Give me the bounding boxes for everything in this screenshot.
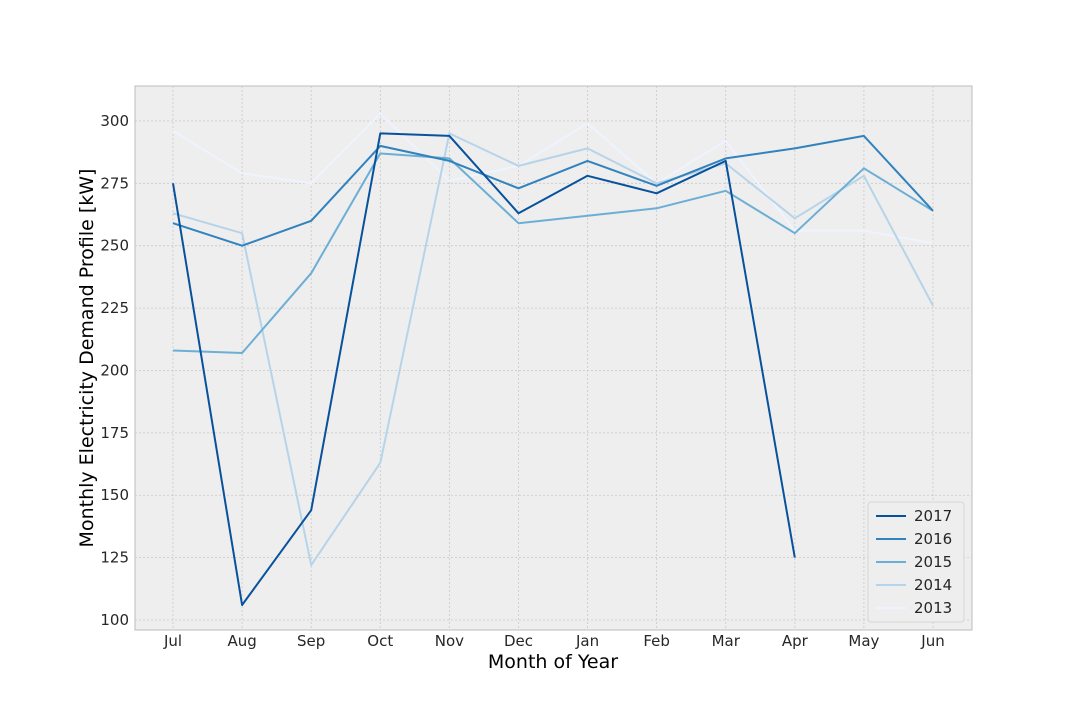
x-tick-label: Dec: [504, 632, 533, 650]
x-tick-label: Jul: [163, 632, 182, 650]
y-tick-label: 200: [100, 361, 129, 379]
x-tick-label: Feb: [643, 632, 670, 650]
plot-area: [135, 86, 972, 630]
y-tick-label: 100: [100, 611, 129, 629]
x-tick-label: Apr: [782, 632, 809, 650]
y-tick-labels: 100 125 150 175 200 225 250 275 300: [100, 112, 129, 629]
x-tick-label: Nov: [435, 632, 464, 650]
x-tick-label: Aug: [227, 632, 256, 650]
y-tick-label: 300: [100, 112, 129, 130]
x-tick-label: Mar: [712, 632, 741, 650]
y-tick-label: 125: [100, 549, 129, 567]
y-tick-label: 275: [100, 174, 129, 192]
x-tick-labels: Jul Aug Sep Oct Nov Dec Jan Feb Mar Apr May Jun: [163, 632, 945, 650]
legend: 2017 2016 2015 2014 2013: [868, 502, 964, 622]
y-axis-label: Monthly Electricity Demand Profile [kW]: [76, 169, 98, 548]
y-tick-label: 175: [100, 424, 129, 442]
legend-entry: 2014: [914, 576, 952, 594]
x-tick-label: Jun: [920, 632, 944, 650]
legend-entry: 2016: [914, 530, 952, 548]
y-tick-label: 250: [100, 237, 129, 255]
x-tick-label: Sep: [297, 632, 325, 650]
x-tick-label: Jan: [575, 632, 599, 650]
legend-entry: 2015: [914, 553, 952, 571]
legend-entry: 2017: [914, 507, 952, 525]
y-tick-label: 150: [100, 486, 129, 504]
legend-entry: 2013: [914, 599, 952, 617]
x-axis-label: Month of Year: [488, 651, 618, 673]
x-tick-label: May: [848, 632, 879, 650]
x-tick-label: Oct: [367, 632, 393, 650]
y-tick-label: 225: [100, 299, 129, 317]
